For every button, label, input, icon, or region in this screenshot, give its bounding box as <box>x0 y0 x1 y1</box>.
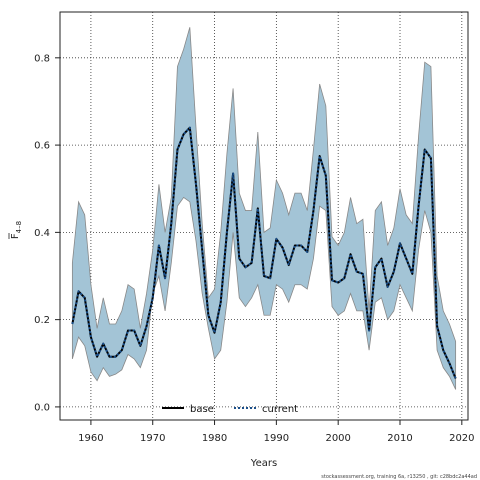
y-axis-title: F4–8 <box>8 221 23 239</box>
y-tick-label: 0.6 <box>34 141 50 152</box>
confidence-band <box>71 27 457 390</box>
y-tick-label: 0.4 <box>34 228 50 239</box>
x-tick-label: 1990 <box>264 433 289 444</box>
x-tick-label: 2020 <box>449 433 474 444</box>
x-tick-label: 2000 <box>325 433 350 444</box>
y-tick-label: 0.8 <box>34 53 50 64</box>
y-tick-label: 0.0 <box>34 402 50 413</box>
legend-label-base: base <box>190 404 214 415</box>
y-axis-title-text: F4–8 <box>10 221 23 239</box>
y-axis-title-main: F <box>10 233 21 239</box>
series-lines-layer <box>71 126 457 379</box>
legend-label-current: current <box>262 404 298 415</box>
y-tick-label: 0.2 <box>34 315 50 326</box>
x-tick-label: 1960 <box>78 433 103 444</box>
series-line-base <box>71 126 457 379</box>
footer-note: stockassessment.org, training 6a, r13250… <box>321 474 477 480</box>
x-tick-label: 1980 <box>202 433 227 444</box>
x-axis-ticks: 1960 1970 1980 1990 2000 2010 2020 <box>78 420 475 444</box>
confidence-band-layer <box>71 27 457 390</box>
x-axis-title: Years <box>250 458 277 469</box>
x-tick-label: 1970 <box>140 433 165 444</box>
y-axis-ticks: 0.0 0.2 0.4 0.6 0.8 <box>34 53 60 413</box>
y-axis-title-sub: 4–8 <box>15 221 23 233</box>
x-tick-label: 2010 <box>387 433 412 444</box>
legend: base current <box>162 404 298 415</box>
plot-frame <box>59 11 469 421</box>
